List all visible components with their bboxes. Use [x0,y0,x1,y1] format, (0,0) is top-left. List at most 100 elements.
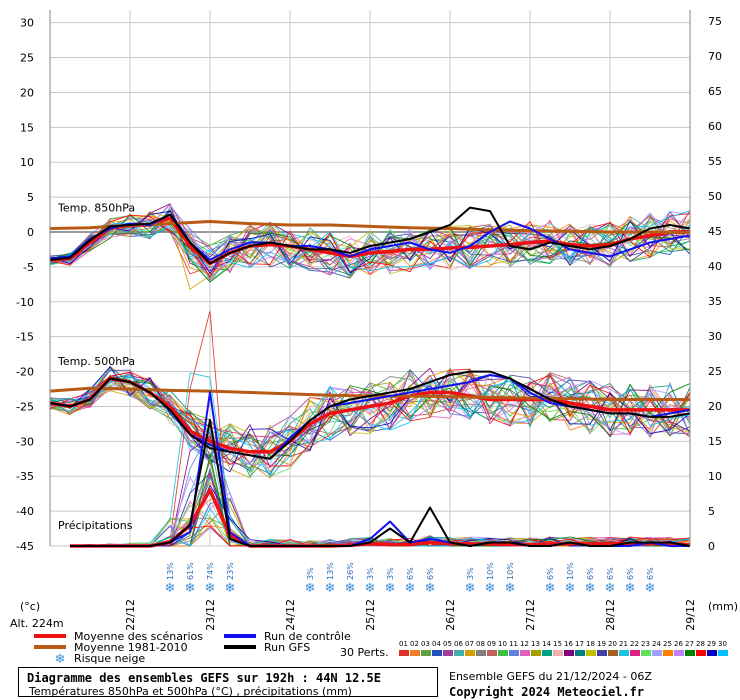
left-tick-label: -40 [16,505,34,518]
pert-number: 10 [498,640,507,648]
ensemble-chart: 302520151050-5-10-15-20-25-30-35-40-4575… [10,10,738,667]
left-tick-label: 15 [20,121,34,134]
pert-swatch [421,650,431,656]
snow-risk-label: 13% [326,562,335,580]
pert-number: 26 [674,640,683,648]
pert-number: 22 [630,640,639,648]
footer-subtitle: Températures 850hPa et 500hPa (°C) , pré… [29,685,352,698]
pert-number: 01 [399,640,408,648]
pert-swatch [718,650,728,656]
perturbation-line [49,375,691,478]
legend-label: Run GFS [264,641,310,654]
pert-number: 15 [553,640,562,648]
pert-swatch [663,650,673,656]
x-tick-label: 24/12 [284,599,297,631]
legend-label: Risque neige [74,652,145,665]
snowflake-icon: ❄ [485,581,496,596]
perts-label: 30 Perts. [340,646,389,659]
perturbation-line [49,376,691,465]
right-tick-label: 50 [708,190,722,203]
snowflake-icon: ❄ [425,581,436,596]
pert-swatch [652,650,662,656]
right-tick-label: 10 [708,470,722,483]
left-tick-label: 10 [20,156,34,169]
pert-number: 27 [685,640,694,648]
pert-number: 24 [652,640,661,648]
left-tick-label: -45 [16,540,34,553]
right-unit-label: (mm) [708,600,738,613]
snowflake-icon: ❄ [365,581,376,596]
snow-risk-label: 6% [546,567,555,580]
right-tick-label: 30 [708,330,722,343]
pert-number: 17 [575,640,584,648]
left-tick-label: -20 [16,366,34,379]
snowflake-icon: ❄ [225,581,236,596]
snowflake-icon: ❄ [625,581,636,596]
perturbation-line [49,212,691,276]
pert-number: 04 [432,640,441,648]
footer-title: Diagramme des ensembles GEFS sur 192h : … [27,671,382,685]
snowflake-icon: ❄ [165,581,176,596]
left-tick-label: 0 [27,226,34,239]
left-tick-label: -35 [16,470,34,483]
pert-swatch [630,650,640,656]
left-tick-label: -15 [16,331,34,344]
right-tick-label: 45 [708,225,722,238]
legend-label: Moyenne des scénarios [74,630,203,643]
snow-risk-label: 6% [606,567,615,580]
pert-number: 13 [531,640,540,648]
snowflake-icon: ❄ [385,581,396,596]
snowflake-icon: ❄ [305,581,316,596]
chart-grid [50,10,691,547]
pert-swatch [443,650,453,656]
pert-swatch [696,650,706,656]
series-line-precip [70,419,691,547]
snow-risk-label: 61% [186,562,195,580]
pert-swatch [542,650,552,656]
x-tick-label: 29/12 [684,599,697,631]
pert-swatch [597,650,607,656]
snow-risk-label: 23% [226,562,235,580]
x-tick-label: 26/12 [444,599,457,631]
left-tick-label: 25 [20,52,34,65]
series-line-t850 [49,220,691,235]
chart-axes: 302520151050-5-10-15-20-25-30-35-40-4575… [10,10,738,631]
snow-risk-label: 13% [166,562,175,580]
snowflake-icon: ❄ [405,581,416,596]
right-tick-label: 20 [708,400,722,413]
pert-number: 16 [564,640,573,648]
left-tick-label: -5 [23,261,34,274]
pert-swatch [465,650,475,656]
right-tick-label: 65 [708,85,722,98]
left-tick-label: -25 [16,400,34,413]
series-annotation: Temp. 850hPa [57,202,135,215]
pert-number: 05 [443,640,452,648]
x-tick-label: 23/12 [204,599,217,631]
snow-risk-label: 3% [466,567,475,580]
x-tick-label: 22/12 [124,599,137,631]
pert-swatch [432,650,442,656]
snow-risk-label: 10% [566,562,575,580]
snowflake-icon: ❄ [325,581,336,596]
snowflake-icon: ❄ [55,652,66,667]
left-tick-label: 30 [20,17,34,30]
pert-number: 11 [509,640,518,648]
pert-number: 30 [718,640,727,648]
right-tick-label: 15 [708,435,722,448]
pert-swatch [487,650,497,656]
pert-number: 19 [597,640,606,648]
right-tick-label: 70 [708,50,722,63]
pert-swatch [531,650,541,656]
snow-risk-label: 10% [486,562,495,580]
pert-swatch [498,650,508,656]
pert-swatch [619,650,629,656]
pert-number: 02 [410,640,419,648]
left-tick-label: -30 [16,435,34,448]
pert-number: 14 [542,640,551,648]
snowflake-icon: ❄ [605,581,616,596]
snow-risk-label: 6% [626,567,635,580]
x-tick-label: 27/12 [524,599,537,631]
pert-number: 20 [608,640,617,648]
legend-label: Moyenne 1981-2010 [74,641,188,654]
pert-swatch [674,650,684,656]
